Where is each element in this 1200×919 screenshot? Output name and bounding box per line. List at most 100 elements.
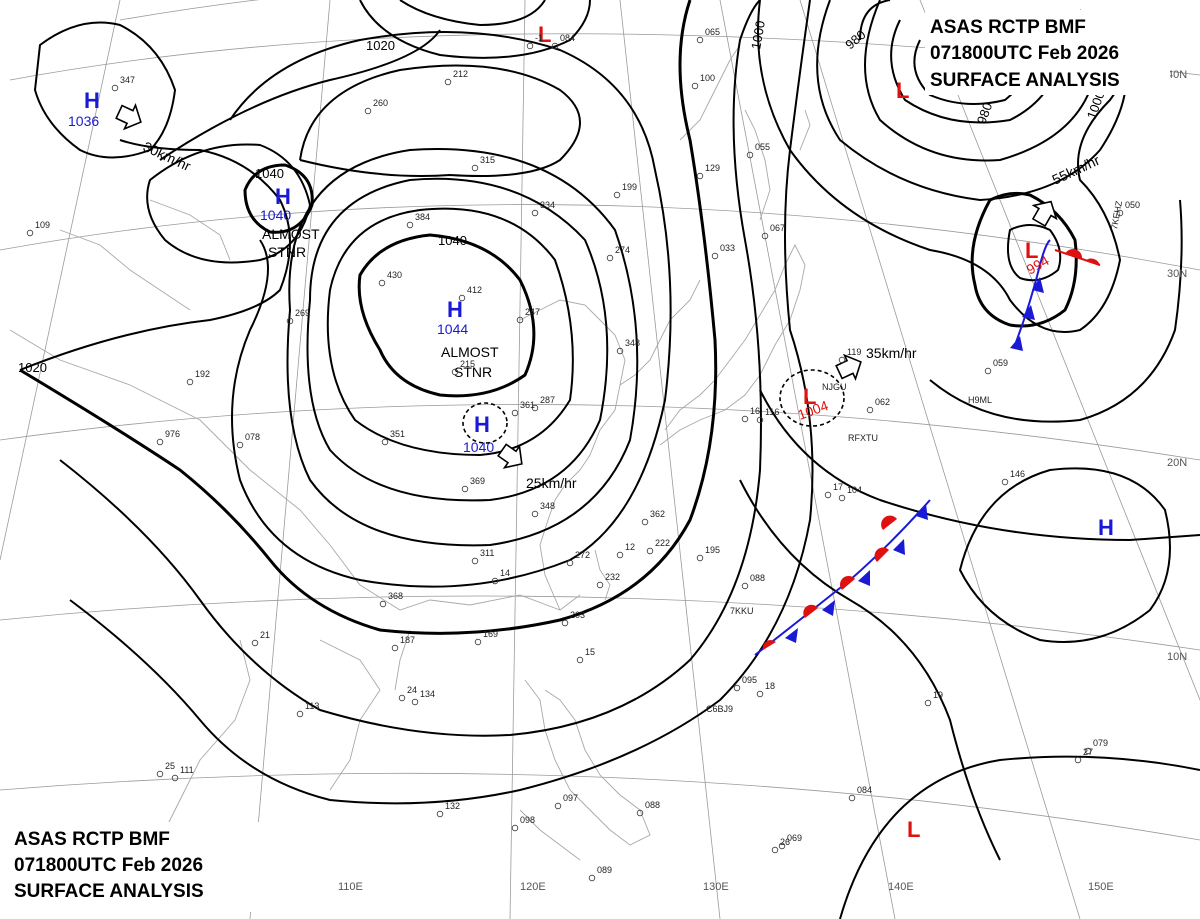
station-observation: 232: [596, 572, 620, 589]
station-circle-icon: [733, 684, 741, 692]
station-circle-icon: [398, 694, 406, 702]
station-value: 361: [520, 400, 535, 410]
low-pressure-letter: L: [1025, 238, 1038, 263]
station-circle-icon: [838, 494, 846, 502]
movement-arrow-icon: [1031, 200, 1058, 227]
station-circle-icon: [451, 368, 459, 376]
station-value: 15: [585, 647, 595, 657]
low-pressure-letter: L: [803, 384, 816, 409]
high-pressure-letter: H: [474, 412, 490, 437]
station-value: 192: [195, 369, 210, 379]
station-value: 195: [705, 545, 720, 555]
station-value: 232: [605, 572, 620, 582]
station-observation: 195: [696, 545, 720, 562]
station-value: 222: [655, 538, 670, 548]
station-circle-icon: [471, 164, 479, 172]
station-circle-icon: [526, 42, 534, 50]
station-circle-icon: [551, 42, 559, 50]
low-pressure-letter: L: [907, 817, 920, 842]
station-value: 088: [645, 800, 660, 810]
station-value: 065: [705, 27, 720, 37]
station-observation: 269: [286, 308, 310, 325]
isobar-label: 1040: [255, 166, 284, 181]
station-observation: 187: [391, 635, 415, 652]
station-circle-icon: [696, 554, 704, 562]
station-observation: 050: [1116, 200, 1140, 217]
station-value: 100: [700, 73, 715, 83]
station-circle-icon: [296, 710, 304, 718]
station-observation: 311: [471, 548, 494, 565]
longitude-label: 120E: [520, 881, 546, 893]
station-circle-icon: [471, 557, 479, 565]
station-value: 348: [540, 501, 555, 511]
station-value: 084: [560, 33, 575, 43]
station-circle-icon: [741, 415, 749, 423]
header-bottom: ASAS RCTP BMF 071800UTC Feb 2026 SURFACE…: [8, 822, 270, 912]
station-observation: 192: [186, 369, 210, 386]
station-value: 247: [525, 307, 540, 317]
station-observation: 15: [576, 647, 595, 664]
longitude-label: 130E: [703, 881, 729, 893]
longitude-labels: 110E 120E 130E 140E 150E: [338, 881, 1114, 893]
station-circle-icon: [156, 438, 164, 446]
station-value: 078: [245, 432, 260, 442]
station-observation: 132: [436, 801, 460, 818]
station-observation: 088: [741, 573, 765, 590]
station-value: 146: [1010, 469, 1025, 479]
station-value: 113: [305, 701, 319, 711]
station-circle-icon: [364, 107, 372, 115]
high-pressure-letter: H: [1098, 515, 1114, 540]
station-observation: 14: [491, 568, 510, 585]
station-observation: 315: [471, 155, 495, 172]
station-observation: 430: [378, 270, 402, 287]
station-circle-icon: [474, 638, 482, 646]
motion-speed-label: 25km/hr: [526, 475, 577, 491]
longitude-label: 110E: [338, 881, 363, 893]
station-observation: 369: [461, 476, 485, 493]
station-observation: 16: [741, 406, 760, 423]
station-value: 311: [480, 548, 494, 558]
latitude-label: 20N: [1167, 457, 1187, 469]
station-circle-icon: [756, 416, 764, 424]
station-circle-icon: [26, 229, 34, 237]
station-value: 347: [120, 75, 135, 85]
station-circle-icon: [741, 582, 749, 590]
station-circle-icon: [696, 172, 704, 180]
station-value: 104: [847, 485, 862, 495]
station-value: 384: [415, 212, 430, 222]
station-circle-icon: [848, 794, 856, 802]
high-pressure-value: 1040: [260, 207, 291, 223]
high-pressure-letter: H: [84, 88, 100, 113]
motion-arrows: [115, 103, 1058, 469]
station-observation: 24: [398, 685, 417, 702]
latitude-label: 10N: [1167, 651, 1187, 663]
stationary-label: STNR: [268, 244, 306, 260]
station-observation: 098: [511, 815, 535, 832]
isobar-label: 1020: [18, 360, 47, 375]
station-circle-icon: [251, 639, 259, 647]
station-observation: 111: [171, 765, 194, 782]
station-observation: 12: [616, 542, 635, 559]
station-circle-icon: [596, 581, 604, 589]
station-circle-icon: [531, 209, 539, 217]
station-circle-icon: [406, 221, 414, 229]
station-observation: 222: [646, 538, 670, 555]
station-value: 187: [400, 635, 415, 645]
header-line: ASAS RCTP BMF: [930, 17, 1086, 38]
station-value: 19: [933, 690, 943, 700]
station-value: 132: [445, 801, 460, 811]
station-circle-icon: [379, 600, 387, 608]
station-observation: 109: [26, 220, 50, 237]
station-observation: 384: [406, 212, 430, 229]
station-observation: 362: [641, 509, 665, 526]
station-circle-icon: [641, 518, 649, 526]
stationary-label: STNR: [454, 364, 492, 380]
header-line: ASAS RCTP BMF: [14, 829, 170, 850]
station-value: 272: [575, 550, 590, 560]
station-value: 287: [540, 395, 555, 405]
station-observation: 26: [771, 837, 790, 854]
station-observation: 199: [613, 182, 637, 199]
station-observation: 17: [824, 482, 843, 499]
station-circle-icon: [636, 809, 644, 817]
